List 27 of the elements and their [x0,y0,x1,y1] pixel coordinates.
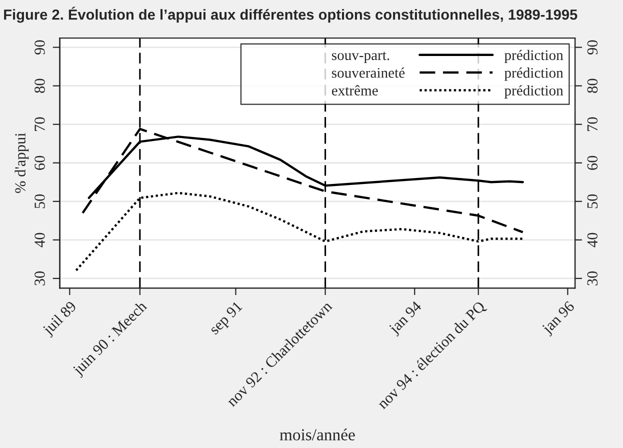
y-tick-label: 80 [34,78,45,93]
y-tick-label: 40 [34,232,45,248]
y-tick-label: 50 [34,194,45,208]
x-tick-label: jan 96 [541,300,578,337]
y-axis-title: % d'appui [14,132,29,193]
annotation: souv-part. [332,52,390,64]
chart-title: Figure 2. Évolution de l’appui aux différentes options constitutionnelles, 1989-1995 [4,6,578,23]
annotation: souveraineté [332,68,405,78]
y2-tick-label: 30 [587,271,598,286]
x-tick-label: juil 89 [41,300,80,338]
y-tick-label: 70 [34,117,45,131]
y2-tick-label: 70 [587,117,598,131]
legend-label: prédiction [504,68,564,81]
legend-label: prédiction [504,50,564,64]
annotation: extrême [332,85,378,96]
y-tick-label: 60 [34,156,45,170]
legend-label: prédiction [504,85,564,98]
y2-tick-label: 50 [587,194,598,208]
y2-tick-label: 60 [587,156,598,170]
x-tick-label: jan 94 [388,300,424,337]
y-tick-label: 30 [34,271,45,286]
y2-tick-label: 40 [587,232,598,248]
y-tick-label: 90 [34,40,45,54]
y2-tick-label: 80 [587,78,598,93]
x-tick-label: sep 91 [208,300,245,338]
x-axis-title: mois/année [280,428,355,440]
y2-tick-label: 90 [587,40,598,54]
